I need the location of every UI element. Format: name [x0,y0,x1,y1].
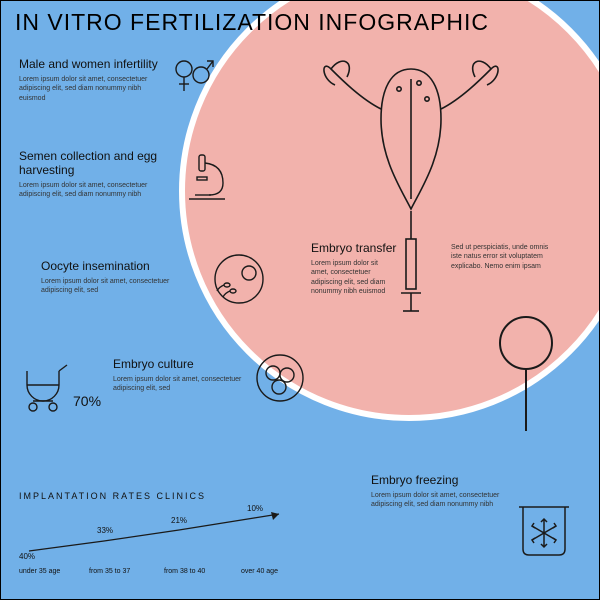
heading-collection: Semen collection and egg harvesting [19,149,159,177]
microscope-icon [179,151,233,205]
section-infertility: Male and women infertility Lorem ipsum d… [19,57,159,103]
body-transfer: Lorem ipsum dolor sit amet, consectetuer… [311,259,396,297]
section-culture: Embryo culture Lorem ipsum dolor sit ame… [113,357,253,394]
heading-insemination: Oocyte insemination [41,259,181,273]
chart-val-1: 33% [97,526,113,535]
chart-val-3: 10% [247,504,263,513]
page-title: IN VITRO FERTILIZATION INFOGRAPHIC [15,9,489,36]
gender-symbols-icon [171,51,215,101]
chart-cat-1: from 35 to 37 [89,568,130,575]
section-insemination: Oocyte insemination Lorem ipsum dolor si… [41,259,181,296]
body-freezing: Lorem ipsum dolor sit amet, consectetuer… [371,491,501,510]
loop-tool-icon [491,313,561,433]
implantation-chart: 40% 33% 21% 10% under 35 age from 35 to … [19,506,299,581]
uterus-icon [311,49,511,229]
cells-icon [253,351,307,405]
body-collection: Lorem ipsum dolor sit amet, consectetuer… [19,181,159,200]
chart-cat-0: under 35 age [19,568,60,575]
section-collection: Semen collection and egg harvesting Lore… [19,149,159,200]
sperm-egg-icon [211,251,267,307]
section-freezing: Embryo freezing Lorem ipsum dolor sit am… [371,473,501,510]
heading-transfer: Embryo transfer [311,241,396,255]
body-perspiciatis: Sed ut perspiciatis, unde omnis iste nat… [451,243,551,271]
section-perspiciatis: Sed ut perspiciatis, unde omnis iste nat… [451,243,551,271]
chart-cat-2: from 38 to 40 [164,568,205,575]
stroller-icon [19,363,71,415]
chart-title: IMPLANTATION RATES CLINICS [19,491,206,501]
body-culture: Lorem ipsum dolor sit amet, consectetuer… [113,375,253,394]
heading-culture: Embryo culture [113,357,253,371]
body-insemination: Lorem ipsum dolor sit amet, consectetuer… [41,277,181,296]
pct-70: 70% [73,393,101,409]
body-infertility: Lorem ipsum dolor sit amet, consectetuer… [19,75,159,103]
syringe-icon [399,211,423,321]
heading-infertility: Male and women infertility [19,57,159,71]
section-transfer: Embryo transfer Lorem ipsum dolor sit am… [311,241,396,297]
heading-freezing: Embryo freezing [371,473,501,487]
cryo-beaker-icon [513,499,575,561]
chart-val-0: 40% [19,552,35,561]
chart-cat-3: over 40 age [241,568,278,575]
infographic-canvas: IN VITRO FERTILIZATION INFOGRAPHIC Male … [0,0,600,600]
chart-val-2: 21% [171,516,187,525]
